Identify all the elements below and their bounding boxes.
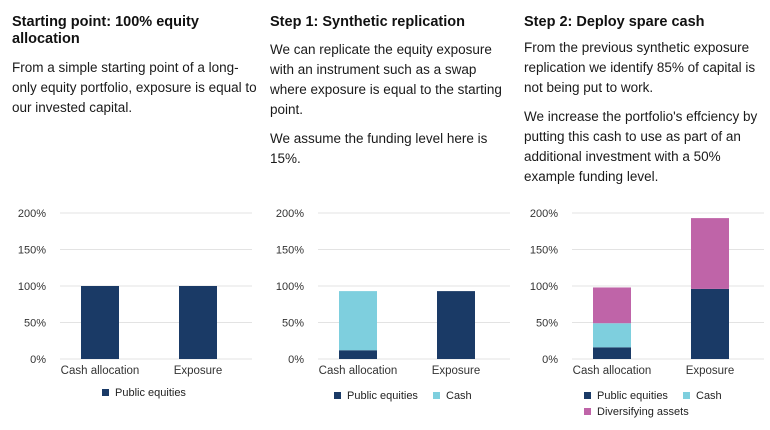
y-tick-label: 0% bbox=[30, 354, 46, 366]
x-category-label: Cash allocation bbox=[573, 365, 652, 377]
panel-starting-point: Starting point: 100% equity allocation F… bbox=[12, 0, 260, 430]
legend-label: Public equities bbox=[597, 390, 668, 402]
y-tick-label: 50% bbox=[282, 318, 304, 330]
legend-label: Cash bbox=[696, 390, 722, 402]
panel-paragraph: We assume the funding level here is 15%. bbox=[270, 131, 488, 166]
y-tick-label: 150% bbox=[530, 245, 558, 257]
panel-deploy-spare-cash: Step 2: Deploy spare cash From the previ… bbox=[524, 0, 770, 430]
y-tick-label: 150% bbox=[18, 245, 46, 257]
panel-description: We can replicate the equity exposure wit… bbox=[270, 40, 516, 178]
bar-segment-public-equities bbox=[691, 288, 729, 359]
legend-swatch bbox=[433, 392, 440, 399]
legend-label: Cash bbox=[446, 390, 472, 402]
bar-segment-public-equities bbox=[437, 291, 475, 359]
y-tick-label: 200% bbox=[276, 208, 304, 220]
panel-paragraph: From a simple starting point of a long-o… bbox=[12, 60, 257, 115]
legend-swatch bbox=[584, 392, 591, 399]
legend-item: Public equities bbox=[584, 390, 668, 402]
y-tick-label: 150% bbox=[276, 245, 304, 257]
panel-title: Starting point: 100% equity allocation bbox=[12, 14, 199, 47]
legend-swatch bbox=[334, 392, 341, 399]
y-tick-label: 100% bbox=[276, 281, 304, 293]
y-tick-label: 0% bbox=[542, 354, 558, 366]
bar-segment-public-equities bbox=[81, 286, 119, 359]
legend-label: Public equities bbox=[115, 387, 186, 399]
legend-item: Public equities bbox=[102, 387, 186, 399]
legend-swatch bbox=[683, 392, 690, 399]
legend-label: Public equities bbox=[347, 390, 418, 402]
bar-segment-public-equities bbox=[179, 286, 217, 359]
y-tick-label: 100% bbox=[18, 281, 46, 293]
y-tick-label: 200% bbox=[530, 208, 558, 220]
y-tick-label: 100% bbox=[530, 281, 558, 293]
y-tick-label: 200% bbox=[18, 208, 46, 220]
bar-segment-public-equities bbox=[339, 350, 377, 359]
legend-item: Cash bbox=[683, 390, 722, 402]
legend-item: Diversifying assets bbox=[584, 406, 689, 418]
x-category-label: Exposure bbox=[432, 365, 481, 377]
y-tick-label: 50% bbox=[24, 318, 46, 330]
x-category-label: Exposure bbox=[174, 365, 223, 377]
chart-synthetic-replication: 200% 150% 100% 50% 0% Cash allocation Exposure bbox=[276, 208, 510, 377]
x-category-label: Cash allocation bbox=[319, 365, 398, 377]
bar-segment-public-equities bbox=[593, 347, 631, 359]
panel-synthetic-replication: Step 1: Synthetic replication We can rep… bbox=[270, 0, 518, 430]
x-category-label: Cash allocation bbox=[61, 365, 140, 377]
panel-description: From the previous synthetic exposure rep… bbox=[524, 38, 770, 196]
panel-paragraph: We can replicate the equity exposure wit… bbox=[270, 42, 502, 117]
y-tick-label: 0% bbox=[288, 354, 304, 366]
panel-title: Step 1: Synthetic replication bbox=[270, 14, 465, 30]
legend-item: Public equities bbox=[334, 390, 418, 402]
bar-segment-diversifying-assets bbox=[593, 287, 631, 324]
legend-swatch bbox=[584, 408, 591, 415]
x-category-label: Exposure bbox=[686, 365, 735, 377]
bar-segment-cash bbox=[593, 323, 631, 348]
panel-title: Step 2: Deploy spare cash bbox=[524, 14, 705, 30]
bar-segment-diversifying-assets bbox=[691, 218, 729, 289]
panel-description: From a simple starting point of a long-o… bbox=[12, 58, 258, 127]
bar-segment-cash bbox=[339, 291, 377, 351]
legend-swatch bbox=[102, 389, 109, 396]
y-tick-label: 50% bbox=[536, 318, 558, 330]
panel-paragraph: We increase the portfolio's effciency by… bbox=[524, 109, 758, 184]
legend-item: Cash bbox=[433, 390, 472, 402]
chart-starting-point: 200% 150% 100% 50% 0% Cash allocation Exposure bbox=[18, 208, 252, 377]
chart-deploy-spare-cash: 200% 150% 100% 50% 0% Cash allocation Exposure bbox=[530, 208, 764, 377]
panel-paragraph: From the previous synthetic exposure rep… bbox=[524, 40, 756, 95]
legend-label: Diversifying assets bbox=[597, 406, 689, 418]
